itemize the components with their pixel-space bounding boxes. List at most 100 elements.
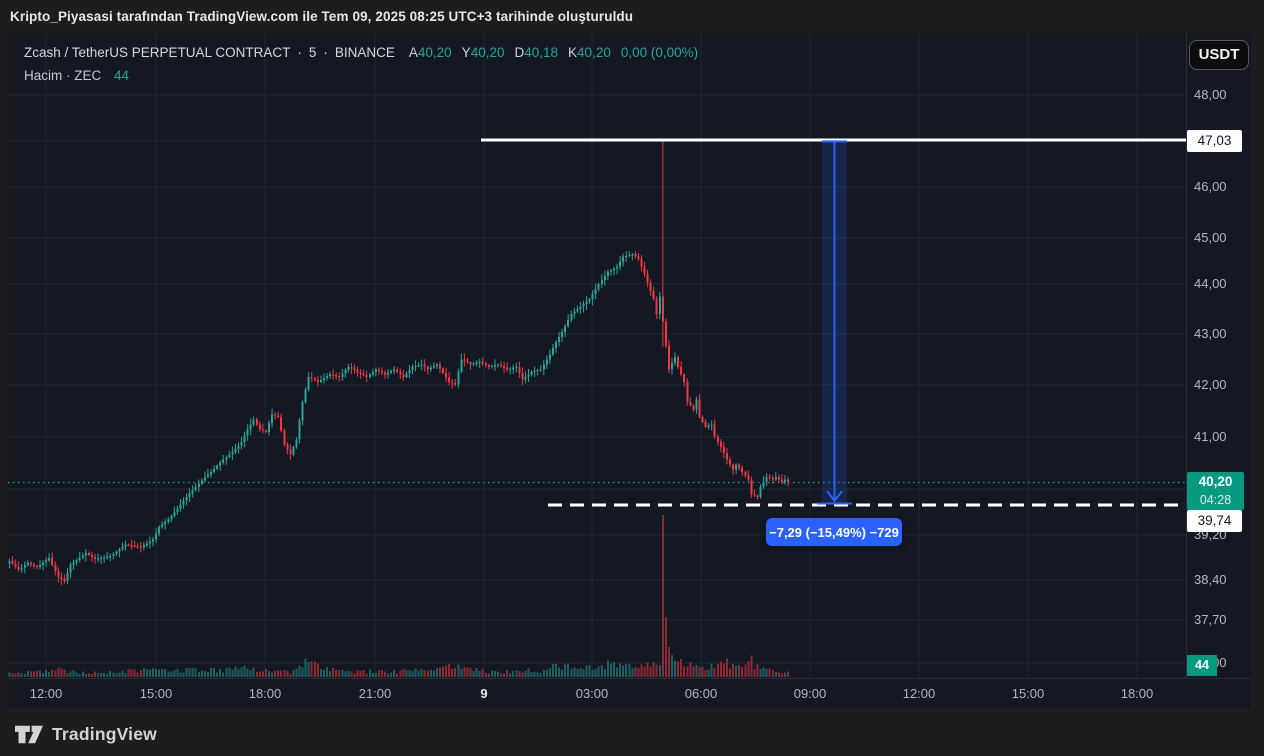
candle-body [368,374,371,377]
candle-body [582,304,585,307]
volume-bar [649,666,652,677]
chart-panel[interactable]: Zcash / TetherUS PERPETUAL CONTRACT · 5 … [8,33,1251,708]
candle-body [23,565,26,568]
volume-bar [680,658,683,677]
candle-body [512,367,515,369]
volume-bar [704,670,707,677]
candle-body [155,533,158,540]
volume-bar [45,669,48,677]
volume-bar [448,663,451,677]
candle-body [591,294,594,300]
volume-bar [206,671,209,677]
volume-bar [194,668,197,677]
time-axis-label: 12:00 [902,686,936,701]
price-axis[interactable]: USDT 47,03 40,20 04:28 39,74 44 48,00 46,… [1186,33,1251,678]
candle-body [612,268,615,271]
tradingview-logo-icon[interactable] [14,724,44,745]
candle-body [429,367,432,370]
volume-bar [35,670,38,677]
candle-body [680,366,683,375]
volume-bar [542,669,545,677]
candle-body [411,366,414,371]
volume-bar [741,667,744,677]
ohlc-close-key: K [568,45,578,60]
volume-bar [579,667,582,677]
candle-body [261,429,264,431]
candle-body [564,325,567,332]
interval-value[interactable]: 5 [308,45,317,60]
volume-label[interactable]: Hacim · ZEC [24,68,102,83]
attribution-bar: Kripto_Piyasasi tarafından TradingView.c… [0,0,1264,33]
ohlc-high-key: Y [461,45,471,60]
price-axis-label: 45,00 [1194,230,1227,245]
candle-body [84,553,87,556]
volume-bar [671,655,674,677]
volume-bar [127,669,130,677]
candle-body [500,364,503,366]
volume-bar [445,665,448,677]
time-axis-label: 21:00 [358,686,392,701]
volume-bar [750,655,753,677]
volume-bar [698,667,701,677]
tradingview-brand-text[interactable]: TradingView [52,723,157,744]
candle-body [454,383,457,385]
candle-body [66,572,69,582]
candle-body [283,430,286,445]
volume-bar [93,671,96,677]
currency-button[interactable]: USDT [1189,40,1249,70]
candle-body [167,519,170,523]
volume-bar [90,673,93,677]
candle-body [179,504,182,509]
volume-bar [484,673,487,677]
candle-body [75,559,78,563]
volume-bar [771,669,774,677]
volume-bar [118,672,121,677]
volume-bar [329,671,332,677]
volume-bar [155,669,158,677]
volume-bar [469,668,472,677]
volume-bar [716,663,719,677]
candle-body [521,373,524,380]
candle-body [695,399,698,410]
symbol-title[interactable]: Zcash / TetherUS PERPETUAL CONTRACT [24,45,291,60]
volume-bar [420,669,423,677]
candle-body [11,561,14,564]
current-price-countdown: 04:28 [1199,493,1232,507]
volume-bar [454,668,457,677]
volume-bar [710,663,713,677]
volume-bar [237,669,240,677]
candle-body [738,464,741,469]
volume-bar [658,664,661,677]
candle-body [478,361,481,364]
chart-canvas[interactable] [8,33,1186,678]
candle-body [551,348,554,355]
volume-bar [158,669,161,677]
volume-bar [762,667,765,677]
candle-body [301,401,304,421]
candle-body [597,284,600,290]
volume-bar [243,665,246,677]
volume-bar [255,672,258,677]
volume-bar [57,667,60,677]
volume-bar [640,664,643,677]
volume-bar [503,673,506,677]
volume-bar [536,672,539,677]
ohlc-open-value: 40,20 [417,45,452,60]
time-axis[interactable]: 12:00 15:00 18:00 21:00 9 03:00 06:00 09:00 12:0… [8,678,1251,708]
volume-bar [451,668,454,677]
candle-body [371,371,374,375]
measure-tool-label[interactable]: −7,29 (−15,49%) −729 [766,518,902,546]
candle-body [124,544,127,547]
price-axis-label: 37,70 [1194,612,1227,627]
exchange-name[interactable]: BINANCE [334,45,395,60]
volume-header: Hacim · ZEC 44 [24,68,129,83]
candle-body [423,364,426,367]
candle-body [197,483,200,487]
candle-body [133,545,136,547]
volume-bar [466,667,469,677]
volume-bar [561,669,564,677]
volume-bar [142,668,145,677]
candle-body [655,299,658,315]
candle-body [524,376,527,380]
